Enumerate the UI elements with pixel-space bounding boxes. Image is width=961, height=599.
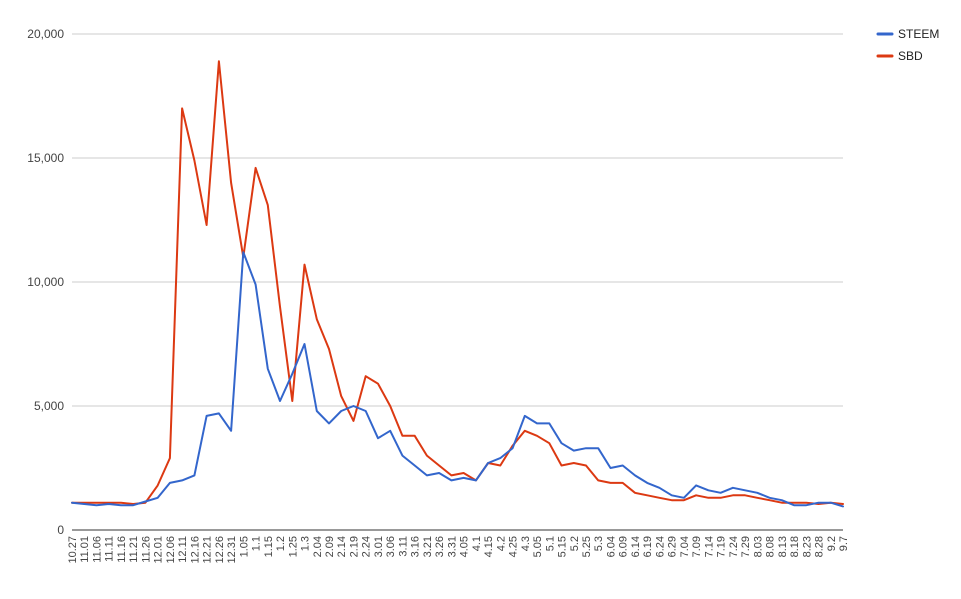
legend-label-sbd: SBD bbox=[898, 49, 923, 63]
x-tick-label: 12.06 bbox=[165, 536, 177, 564]
x-tick-label: 5.1 bbox=[544, 536, 556, 551]
y-tick-label: 15,000 bbox=[27, 151, 64, 165]
x-tick-label: 11.16 bbox=[116, 536, 128, 563]
x-tick-label: 6.19 bbox=[642, 536, 654, 557]
x-tick-label: 3.21 bbox=[422, 536, 434, 557]
legend: STEEM SBD bbox=[876, 27, 939, 63]
x-tick-label: 1.2 bbox=[275, 536, 287, 551]
x-tick-label: 1.15 bbox=[263, 536, 275, 557]
x-tick-label: 7.14 bbox=[703, 536, 715, 557]
x-tick-label: 4.05 bbox=[459, 536, 471, 557]
x-tick-label: 12.16 bbox=[189, 536, 201, 564]
x-tick-label: 4.2 bbox=[495, 536, 507, 551]
x-tick-label: 7.24 bbox=[728, 536, 740, 557]
x-tick-label: 3.26 bbox=[434, 536, 446, 557]
x-tick-label: 3.11 bbox=[397, 536, 409, 557]
x-tick-label: 2.14 bbox=[336, 536, 348, 557]
x-tick-label: 3.31 bbox=[446, 536, 458, 557]
x-tick-label: 11.11 bbox=[104, 536, 116, 562]
x-tick-label: 3.06 bbox=[385, 536, 397, 557]
x-tick-label: 1.25 bbox=[287, 536, 299, 557]
x-tick-label: 9.2 bbox=[826, 536, 838, 551]
x-tick-label: 4.15 bbox=[483, 536, 495, 557]
x-tick-label: 7.04 bbox=[679, 536, 691, 557]
x-tick-label: 11.26 bbox=[140, 536, 152, 563]
x-tick-label: 5.2 bbox=[569, 536, 581, 551]
x-tick-label: 8.23 bbox=[801, 536, 813, 557]
x-tick-label: 12.21 bbox=[202, 536, 214, 564]
series-layer bbox=[71, 60, 844, 508]
x-tick-label: 5.15 bbox=[557, 536, 569, 557]
x-tick-label: 4.3 bbox=[520, 536, 532, 551]
x-tick-label: 6.24 bbox=[654, 536, 666, 557]
x-tick-label: 7.29 bbox=[740, 536, 752, 557]
x-tick-label: 2.19 bbox=[348, 536, 360, 557]
grid-layer bbox=[72, 33, 843, 531]
x-tick-label: 12.11 bbox=[177, 536, 189, 563]
x-tick-label: 8.28 bbox=[814, 536, 826, 557]
x-tick-label: 7.09 bbox=[691, 536, 703, 557]
x-tick-label: 5.25 bbox=[581, 536, 593, 557]
x-tick-label: 7.19 bbox=[716, 536, 728, 557]
series-line-steem bbox=[71, 251, 844, 508]
x-tick-label: 4.1 bbox=[471, 536, 483, 551]
x-tick-label: 5.3 bbox=[593, 536, 605, 551]
x-tick-label: 1.05 bbox=[238, 536, 250, 557]
legend-label-steem: STEEM bbox=[898, 27, 939, 41]
y-tick-label: 0 bbox=[57, 523, 64, 537]
x-tick-label: 10.27 bbox=[67, 536, 79, 564]
x-tick-label: 3.01 bbox=[373, 536, 385, 557]
x-tick-label: 2.24 bbox=[361, 536, 373, 557]
x-tick-label: 11.21 bbox=[128, 536, 140, 563]
x-tick-label: 2.04 bbox=[312, 536, 324, 557]
x-tick-label: 8.08 bbox=[765, 536, 777, 557]
x-tick-label: 12.31 bbox=[226, 536, 238, 564]
series-line-sbd bbox=[71, 60, 844, 505]
x-tick-label: 6.14 bbox=[630, 536, 642, 557]
y-tick-label: 20,000 bbox=[27, 27, 64, 41]
x-tick-label: 6.04 bbox=[605, 536, 617, 557]
x-tick-label: 9.7 bbox=[838, 536, 850, 551]
x-tick-label: 11.01 bbox=[79, 536, 91, 563]
x-tick-label: 6.09 bbox=[618, 536, 630, 557]
x-tick-label: 12.01 bbox=[153, 536, 165, 564]
x-tick-label: 11.06 bbox=[91, 536, 103, 563]
x-tick-label: 6.29 bbox=[667, 536, 679, 557]
y-tick-label: 5,000 bbox=[34, 399, 64, 413]
x-tick-label: 1.1 bbox=[251, 536, 263, 551]
x-tick-label: 5.05 bbox=[532, 536, 544, 557]
x-tick-label: 8.18 bbox=[789, 536, 801, 557]
x-axis-ticks: 10.27 11.01 11.06 11.11 11.16 11.21 11.26 12.01… bbox=[67, 536, 850, 564]
x-tick-label: 4.25 bbox=[508, 536, 520, 557]
x-tick-label: 1.3 bbox=[300, 536, 312, 551]
x-tick-label: 12.26 bbox=[214, 536, 226, 564]
x-tick-label: 8.03 bbox=[752, 536, 764, 557]
y-tick-label: 10,000 bbox=[27, 275, 64, 289]
y-axis-ticks: 0 5,000 10,000 15,000 20,000 bbox=[27, 27, 64, 537]
x-tick-label: 3.16 bbox=[410, 536, 422, 557]
x-tick-label: 8.13 bbox=[777, 536, 789, 557]
x-tick-label: 2.09 bbox=[324, 536, 336, 557]
